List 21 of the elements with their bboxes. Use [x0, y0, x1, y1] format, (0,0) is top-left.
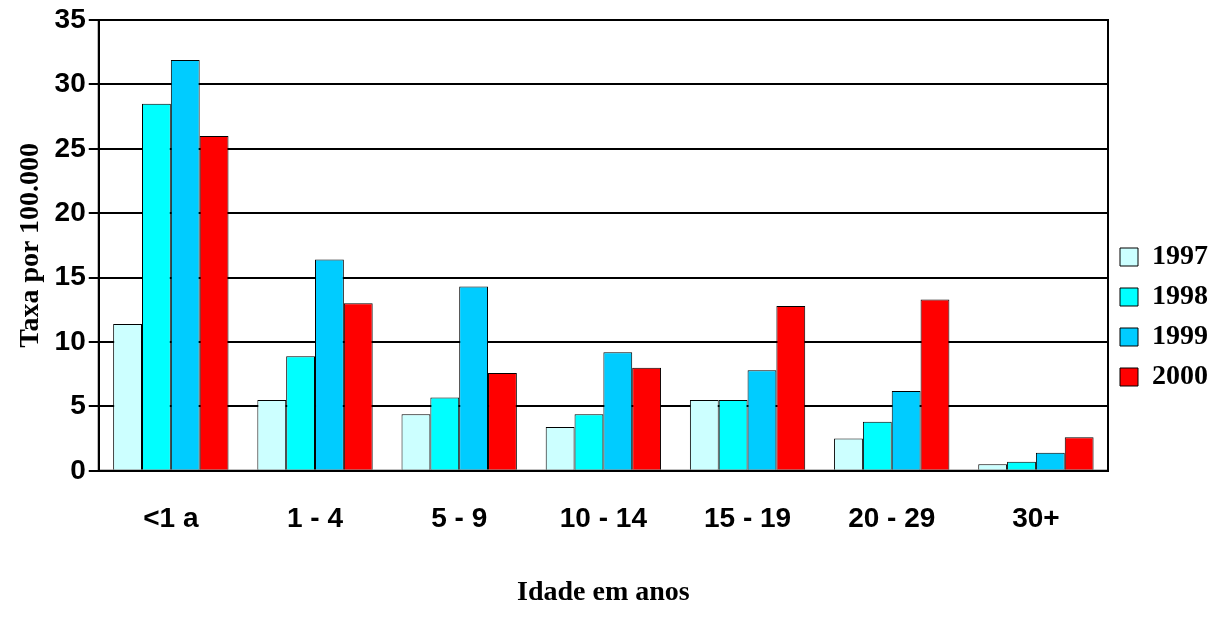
- legend-label: 2000: [1152, 359, 1208, 391]
- legend-label: 1998: [1152, 279, 1208, 311]
- y-tick-label: 5: [70, 389, 86, 421]
- y-tick-label: 30: [54, 67, 86, 99]
- y-tick-label: 15: [54, 260, 86, 292]
- legend-label: 1999: [1152, 319, 1208, 351]
- y-axis-title: Taxa por 100.000: [13, 143, 45, 348]
- legend-label: 1997: [1152, 239, 1208, 271]
- x-tick-label: 10 - 14: [559, 502, 648, 534]
- x-tick-label: 15 - 19: [703, 502, 792, 534]
- x-tick-label: 1 - 4: [287, 502, 344, 534]
- x-tick-label: 30+: [1012, 502, 1060, 534]
- x-tick-label: 20 - 29: [848, 502, 936, 534]
- x-tick-label: 5 - 9: [431, 502, 488, 534]
- x-axis-title: Idade em anos: [517, 575, 690, 607]
- y-tick-label: 35: [54, 2, 86, 34]
- y-tick-label: 0: [70, 453, 86, 485]
- y-tick-label: 25: [54, 131, 86, 163]
- y-tick-label: 20: [54, 195, 86, 227]
- x-tick-label: <1 a: [143, 502, 199, 534]
- y-tick-label: 10: [54, 324, 86, 356]
